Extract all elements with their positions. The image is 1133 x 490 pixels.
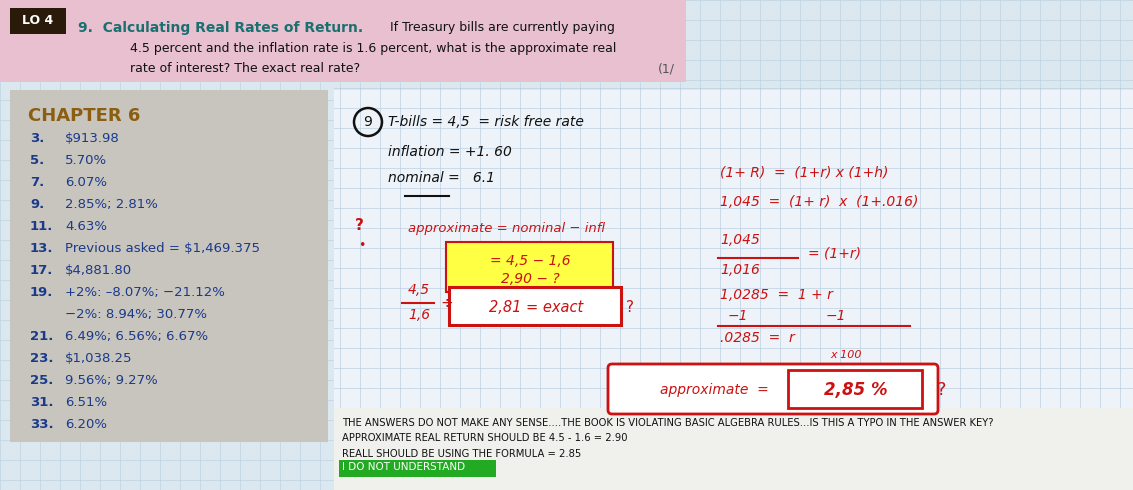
Text: THE ANSWERS DO NOT MAKE ANY SENSE....THE BOOK IS VIOLATING BASIC ALGEBRA RULES..: THE ANSWERS DO NOT MAKE ANY SENSE....THE… — [342, 418, 994, 428]
Text: If Treasury bills are currently paying: If Treasury bills are currently paying — [390, 21, 615, 34]
Text: 13.: 13. — [29, 242, 53, 255]
Text: 19.: 19. — [29, 286, 53, 299]
Text: = (1+r): = (1+r) — [808, 246, 861, 260]
Text: 9: 9 — [364, 115, 373, 129]
Text: ?: ? — [937, 381, 946, 399]
Text: 6.20%: 6.20% — [65, 418, 107, 431]
FancyBboxPatch shape — [334, 408, 1133, 490]
Text: 1,045  =  (1+ r)  x  (1+.016): 1,045 = (1+ r) x (1+.016) — [719, 195, 919, 209]
Text: 9.: 9. — [29, 198, 44, 211]
Text: 31.: 31. — [29, 396, 53, 409]
Text: ÷: ÷ — [440, 295, 453, 311]
Text: = 4,5 − 1,6: = 4,5 − 1,6 — [489, 254, 570, 268]
Text: 17.: 17. — [29, 264, 53, 277]
Text: 1,045: 1,045 — [719, 233, 760, 247]
Text: 9.  Calculating Real Rates of Return.: 9. Calculating Real Rates of Return. — [78, 21, 363, 35]
Text: 11.: 11. — [29, 220, 53, 233]
Text: .0285  =  r: .0285 = r — [719, 331, 794, 345]
FancyBboxPatch shape — [10, 8, 66, 34]
Text: x 100: x 100 — [830, 350, 861, 360]
Text: 2.85%; 2.81%: 2.85%; 2.81% — [65, 198, 157, 211]
Text: 4.63%: 4.63% — [65, 220, 107, 233]
Text: −1: −1 — [826, 309, 846, 323]
Text: 1,6: 1,6 — [408, 308, 431, 322]
Text: Previous asked = $1,469.375: Previous asked = $1,469.375 — [65, 242, 259, 255]
Text: REALL SHOULD BE USING THE FORMULA = 2.85: REALL SHOULD BE USING THE FORMULA = 2.85 — [342, 449, 581, 459]
Text: 4.5 percent and the inflation rate is 1.6 percent, what is the approximate real: 4.5 percent and the inflation rate is 1.… — [130, 42, 616, 55]
Text: I DO NOT UNDERSTAND: I DO NOT UNDERSTAND — [342, 462, 466, 472]
Text: approximate = nominal − infl: approximate = nominal − infl — [408, 221, 605, 235]
Text: rate of interest? The exact real rate?: rate of interest? The exact real rate? — [130, 62, 360, 75]
FancyBboxPatch shape — [608, 364, 938, 414]
Text: 6.07%: 6.07% — [65, 176, 107, 189]
Text: $913.98: $913.98 — [65, 132, 120, 145]
Text: 2,90 − ?: 2,90 − ? — [501, 272, 560, 286]
Text: •: • — [358, 239, 365, 251]
Text: CHAPTER 6: CHAPTER 6 — [28, 107, 140, 125]
FancyBboxPatch shape — [334, 90, 1133, 408]
FancyBboxPatch shape — [339, 460, 496, 477]
FancyBboxPatch shape — [10, 90, 327, 442]
Text: 7.: 7. — [29, 176, 44, 189]
Text: 6.49%; 6.56%; 6.67%: 6.49%; 6.56%; 6.67% — [65, 330, 208, 343]
Text: 25.: 25. — [29, 374, 53, 387]
Text: (1+ R)  =  (1+r) x (1+h): (1+ R) = (1+r) x (1+h) — [719, 165, 888, 179]
Text: 23.: 23. — [29, 352, 53, 365]
Text: approximate  =: approximate = — [661, 383, 769, 397]
Text: nominal =   6.1: nominal = 6.1 — [387, 171, 495, 185]
Text: −2%: 8.94%; 30.77%: −2%: 8.94%; 30.77% — [65, 308, 207, 321]
Text: $1,038.25: $1,038.25 — [65, 352, 133, 365]
Text: +2%: –8.07%; −21.12%: +2%: –8.07%; −21.12% — [65, 286, 224, 299]
Text: (1/: (1/ — [658, 62, 675, 75]
FancyBboxPatch shape — [787, 370, 922, 408]
Text: inflation = +1. 60: inflation = +1. 60 — [387, 145, 512, 159]
Text: ?: ? — [355, 218, 364, 232]
Text: 5.: 5. — [29, 154, 44, 167]
Text: 2,85 %: 2,85 % — [824, 381, 888, 399]
Text: 9.56%; 9.27%: 9.56%; 9.27% — [65, 374, 157, 387]
Text: −1: −1 — [729, 309, 749, 323]
Text: APPROXIMATE REAL RETURN SHOULD BE 4.5 - 1.6 = 2.90: APPROXIMATE REAL RETURN SHOULD BE 4.5 - … — [342, 433, 628, 443]
Text: ?: ? — [627, 299, 634, 315]
Text: T-bills = 4,5  = risk free rate: T-bills = 4,5 = risk free rate — [387, 115, 583, 129]
Text: 4,5: 4,5 — [408, 283, 431, 297]
Text: 3.: 3. — [29, 132, 44, 145]
Text: 1,016: 1,016 — [719, 263, 760, 277]
Text: LO 4: LO 4 — [23, 15, 53, 27]
Text: 1,0285  =  1 + r: 1,0285 = 1 + r — [719, 288, 833, 302]
FancyBboxPatch shape — [446, 242, 613, 292]
Text: 33.: 33. — [29, 418, 53, 431]
Text: 5.70%: 5.70% — [65, 154, 108, 167]
Text: $4,881.80: $4,881.80 — [65, 264, 133, 277]
Text: 2,81 = exact: 2,81 = exact — [488, 299, 583, 315]
FancyBboxPatch shape — [449, 287, 621, 325]
FancyBboxPatch shape — [0, 0, 685, 82]
Text: 21.: 21. — [29, 330, 53, 343]
Text: 6.51%: 6.51% — [65, 396, 108, 409]
